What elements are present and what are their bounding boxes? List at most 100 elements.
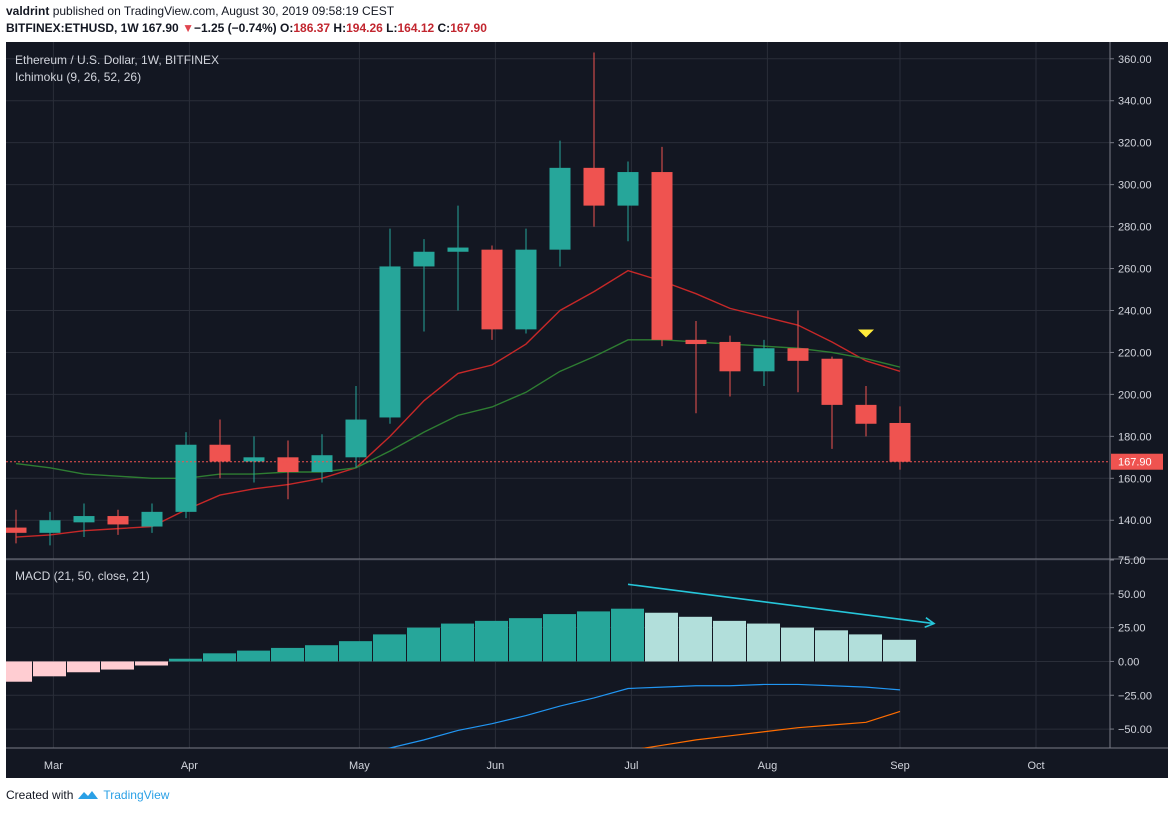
y-tick-label: 320.00 <box>1118 138 1152 150</box>
x-tick-label: May <box>349 760 370 772</box>
candle <box>719 335 741 397</box>
ohlc-line: BITFINEX:ETHUSD, 1W 167.90 ▼−1.25 (−0.74… <box>6 21 487 35</box>
candle <box>889 406 911 470</box>
histogram-bar <box>747 623 780 662</box>
macd-legend: MACD (21, 50, close, 21) <box>15 569 150 583</box>
candle <box>685 320 707 414</box>
arrow-shaft <box>627 583 935 625</box>
low-value: 164.12 <box>397 21 435 35</box>
grid-lines <box>6 42 1110 748</box>
candle-body <box>107 516 129 525</box>
candle-body <box>277 457 299 472</box>
x-tick-label: Jun <box>487 760 505 772</box>
tenkan-path <box>15 269 901 538</box>
last-price-line: 167.90 <box>6 453 1163 470</box>
candle-body <box>719 341 741 372</box>
candle <box>311 434 333 483</box>
last-price: 167.90 <box>142 21 179 35</box>
candle-body <box>889 422 911 462</box>
publish-text: published on TradingView.com, August 30,… <box>52 4 395 18</box>
high-label: H: <box>333 21 347 35</box>
candle <box>209 419 231 479</box>
change-down-icon: ▼ <box>182 21 194 35</box>
y-tick-label: 220.00 <box>1118 347 1152 359</box>
candle <box>379 228 401 424</box>
candle <box>821 356 843 449</box>
histogram-bar <box>679 616 712 662</box>
candle-body <box>583 167 605 206</box>
publish-info: valdrint published on TradingView.com, A… <box>6 4 394 18</box>
histogram-bar <box>407 627 440 662</box>
histogram-bar <box>475 620 508 662</box>
histogram-bar <box>373 634 406 662</box>
candle <box>277 440 299 500</box>
x-tick-label: Sep <box>890 760 910 772</box>
histogram-bar <box>543 614 576 662</box>
histogram-bar <box>203 653 236 662</box>
y-tick-label: 240.00 <box>1118 305 1152 317</box>
tradingview-link[interactable]: TradingView <box>103 788 170 802</box>
y-tick-label: 200.00 <box>1118 389 1152 401</box>
candles <box>6 52 911 546</box>
candle <box>481 245 503 340</box>
y-tick-label: 360.00 <box>1118 54 1152 66</box>
candle <box>515 228 537 334</box>
tenkan-line <box>15 269 901 538</box>
change-value: −1.25 (−0.74%) <box>193 21 277 35</box>
histogram-bar <box>101 661 134 670</box>
y-tick-label: 75.00 <box>1118 555 1146 567</box>
x-tick-label: Aug <box>758 760 778 772</box>
arrow-right-icon <box>924 617 936 628</box>
chart-canvas[interactable]: 167.90 140.00 160.00 180.00 200.00 220.00 240… <box>6 42 1168 778</box>
candle <box>617 161 639 242</box>
y-tick-label: −25.00 <box>1118 690 1152 702</box>
histogram-bar <box>6 661 32 682</box>
y-tick-label: −50.00 <box>1118 724 1152 736</box>
y-tick-label: 280.00 <box>1118 222 1152 234</box>
histogram-bar <box>169 658 202 662</box>
pane-separators <box>6 42 1168 749</box>
x-tick-label: Mar <box>44 760 63 772</box>
histogram-bar <box>713 620 746 662</box>
candle <box>6 509 27 544</box>
candle <box>855 386 877 437</box>
candle-body <box>311 455 333 472</box>
histogram-bar <box>441 623 474 662</box>
histogram-bar <box>577 611 610 662</box>
signal-marker <box>858 329 874 338</box>
candle <box>447 205 469 311</box>
y-tick-label: 25.00 <box>1118 623 1146 635</box>
down-triangle-icon <box>858 329 874 338</box>
candle-body <box>73 516 95 523</box>
y-tick-label: 0.00 <box>1118 656 1139 668</box>
price-axis[interactable]: 140.00 160.00 180.00 200.00 220.00 240.00 260.… <box>1110 54 1152 736</box>
candle <box>345 386 367 468</box>
candle <box>141 503 163 533</box>
candle-body <box>515 249 537 330</box>
open-value: 186.37 <box>293 21 331 35</box>
candle-body <box>787 348 809 361</box>
candle <box>107 509 129 535</box>
author-name[interactable]: valdrint <box>6 4 50 18</box>
macd-histogram <box>6 608 916 682</box>
y-tick-label: 50.00 <box>1118 589 1146 601</box>
candle <box>549 140 571 267</box>
candle-body <box>855 404 877 424</box>
candle-body <box>481 249 503 330</box>
x-tick-label: Jul <box>624 760 638 772</box>
footer: Created with TradingView <box>6 788 169 802</box>
candle-body <box>821 358 843 405</box>
candle-body <box>379 266 401 418</box>
x-tick-label: Oct <box>1027 760 1044 772</box>
macd-line <box>387 683 901 748</box>
kijun-path <box>15 339 901 479</box>
histogram-bar <box>339 641 372 662</box>
time-axis[interactable]: Mar Apr May Jun Jul Aug Sep Oct <box>44 760 1045 772</box>
signal-line <box>641 710 901 748</box>
close-value: 167.90 <box>450 21 487 35</box>
candle-body <box>175 444 197 512</box>
macd-lines <box>387 683 901 748</box>
open-label: O: <box>280 21 294 35</box>
low-label: L: <box>386 21 398 35</box>
candle-body <box>6 527 27 533</box>
